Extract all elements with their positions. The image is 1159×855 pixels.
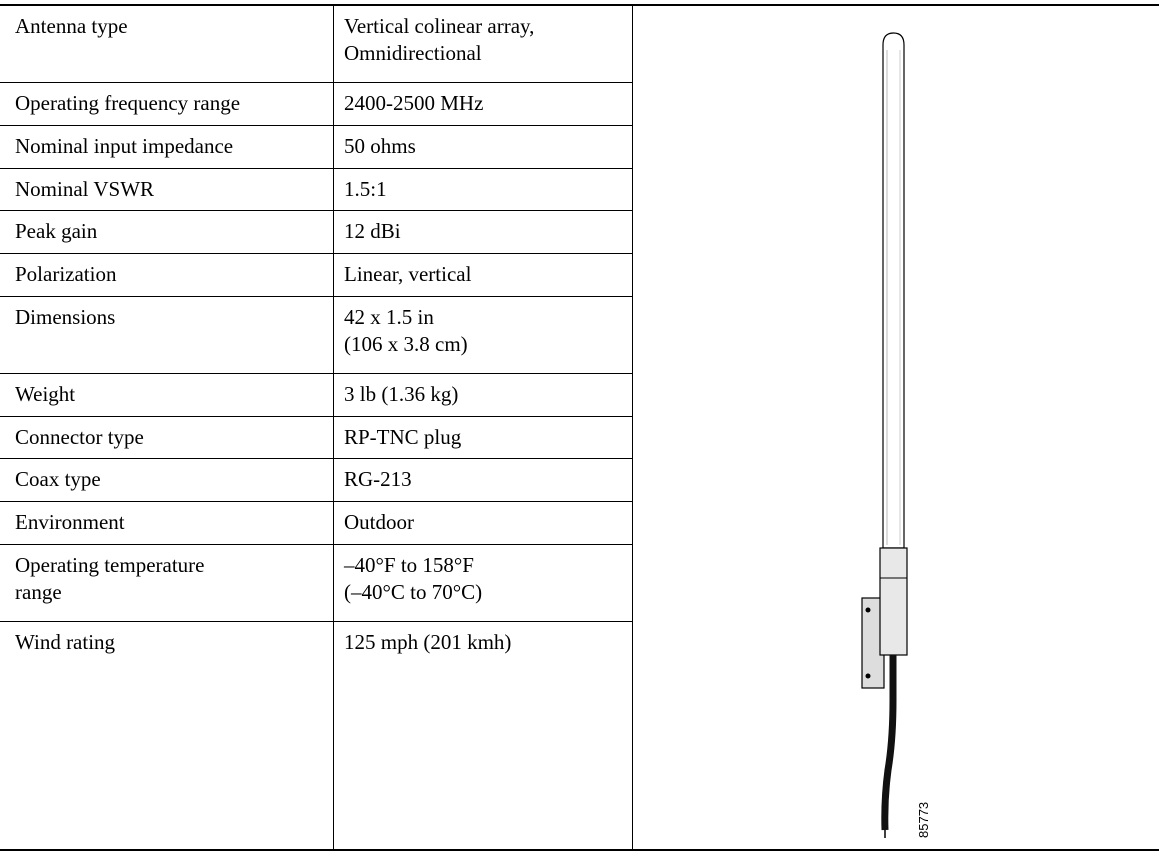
spec-value: 2400-2500 MHz: [344, 91, 484, 115]
spec-label: Connector type: [15, 425, 144, 449]
spec-label: Operating frequency range: [15, 91, 241, 115]
row-rule: [0, 125, 633, 126]
spec-label: Nominal VSWR: [15, 177, 155, 201]
spec-label: Operating temperature range: [15, 553, 205, 604]
spec-value: –40°F to 158°F (–40°C to 70°C): [344, 553, 483, 604]
row-rule: [0, 210, 633, 211]
spec-value: 50 ohms: [344, 134, 416, 158]
row-rule: [0, 458, 633, 459]
bottom-rule: [0, 849, 1159, 851]
row-rule: [0, 621, 633, 622]
spec-value: 1.5:1: [344, 177, 387, 201]
antenna-radome: [882, 32, 905, 549]
row-rule: [0, 168, 633, 169]
spec-value: Linear, vertical: [344, 262, 472, 286]
column-rule: [632, 5, 633, 850]
spec-value: 3 lb (1.36 kg): [344, 382, 459, 406]
row-rule: [0, 544, 633, 545]
spec-value: 125 mph (201 kmh): [344, 630, 512, 654]
spec-value: 12 dBi: [344, 219, 401, 243]
spec-label: Weight: [15, 382, 76, 406]
figure-label: 85773: [916, 802, 931, 838]
spec-value: Outdoor: [344, 510, 414, 534]
column-rule: [333, 5, 334, 850]
spec-label: Antenna type: [15, 14, 128, 38]
spec-label: Dimensions: [15, 305, 116, 329]
antenna-collar: [879, 547, 908, 656]
spec-value: RP-TNC plug: [344, 425, 462, 449]
spec-label: Polarization: [15, 262, 117, 286]
spec-value: 42 x 1.5 in (106 x 3.8 cm): [344, 305, 468, 356]
row-rule: [0, 501, 633, 502]
coax-cable: [881, 655, 897, 831]
spec-label: Coax type: [15, 467, 101, 491]
row-rule: [0, 82, 633, 83]
top-rule: [0, 4, 1159, 6]
bracket-hole: [865, 607, 871, 613]
spec-label: Environment: [15, 510, 125, 534]
bracket-hole: [865, 673, 871, 679]
spec-value: Vertical colinear array, Omnidirectional: [344, 14, 535, 65]
spec-label: Wind rating: [15, 630, 116, 654]
row-rule: [0, 373, 633, 374]
row-rule: [0, 253, 633, 254]
spec-value: RG-213: [344, 467, 412, 491]
row-rule: [0, 296, 633, 297]
row-rule: [0, 416, 633, 417]
spec-label: Peak gain: [15, 219, 98, 243]
spec-label: Nominal input impedance: [15, 134, 234, 158]
